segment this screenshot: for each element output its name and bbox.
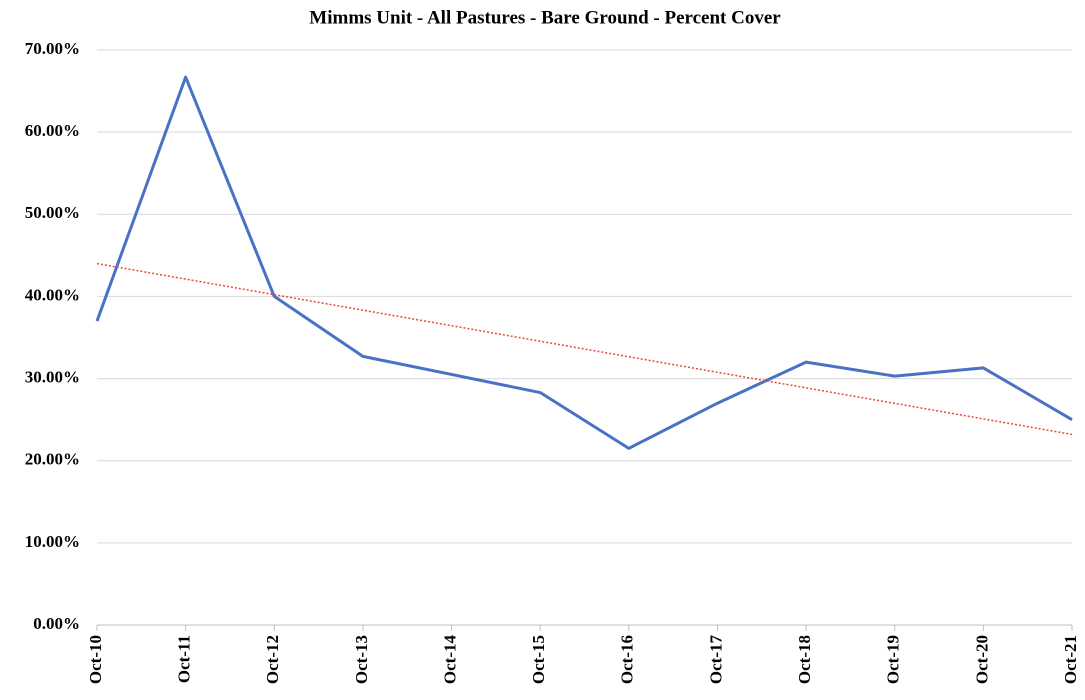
x-tick-label: Oct-18 (795, 635, 814, 684)
x-tick-label: Oct-20 (972, 635, 991, 684)
y-tick-label: 0.00% (33, 614, 80, 633)
x-tick-label: Oct-15 (529, 635, 548, 684)
data-line (95, 75, 1073, 450)
y-tick-label: 30.00% (25, 367, 80, 386)
y-tick-label: 50.00% (25, 203, 80, 222)
x-tick-label: Oct-14 (440, 635, 459, 685)
x-tick-label: Oct-17 (706, 635, 725, 685)
trend-line (96, 262, 1073, 436)
y-tick-label: 20.00% (25, 450, 80, 469)
chart-title: Mimms Unit - All Pastures - Bare Ground … (309, 7, 781, 28)
x-tick-label: Oct-10 (86, 635, 105, 684)
x-tick-label: Oct-12 (263, 635, 282, 684)
y-tick-label: 60.00% (25, 121, 80, 140)
y-tick-label: 40.00% (25, 285, 80, 304)
x-tick-label: Oct-16 (618, 635, 637, 684)
y-tick-label: 10.00% (25, 532, 80, 551)
x-tick-label: Oct-21 (1061, 635, 1080, 684)
x-tick-label: Oct-13 (352, 635, 371, 684)
x-tick-label: Oct-11 (175, 635, 194, 683)
y-tick-label: 70.00% (25, 39, 80, 58)
x-tick-label: Oct-19 (884, 635, 903, 684)
